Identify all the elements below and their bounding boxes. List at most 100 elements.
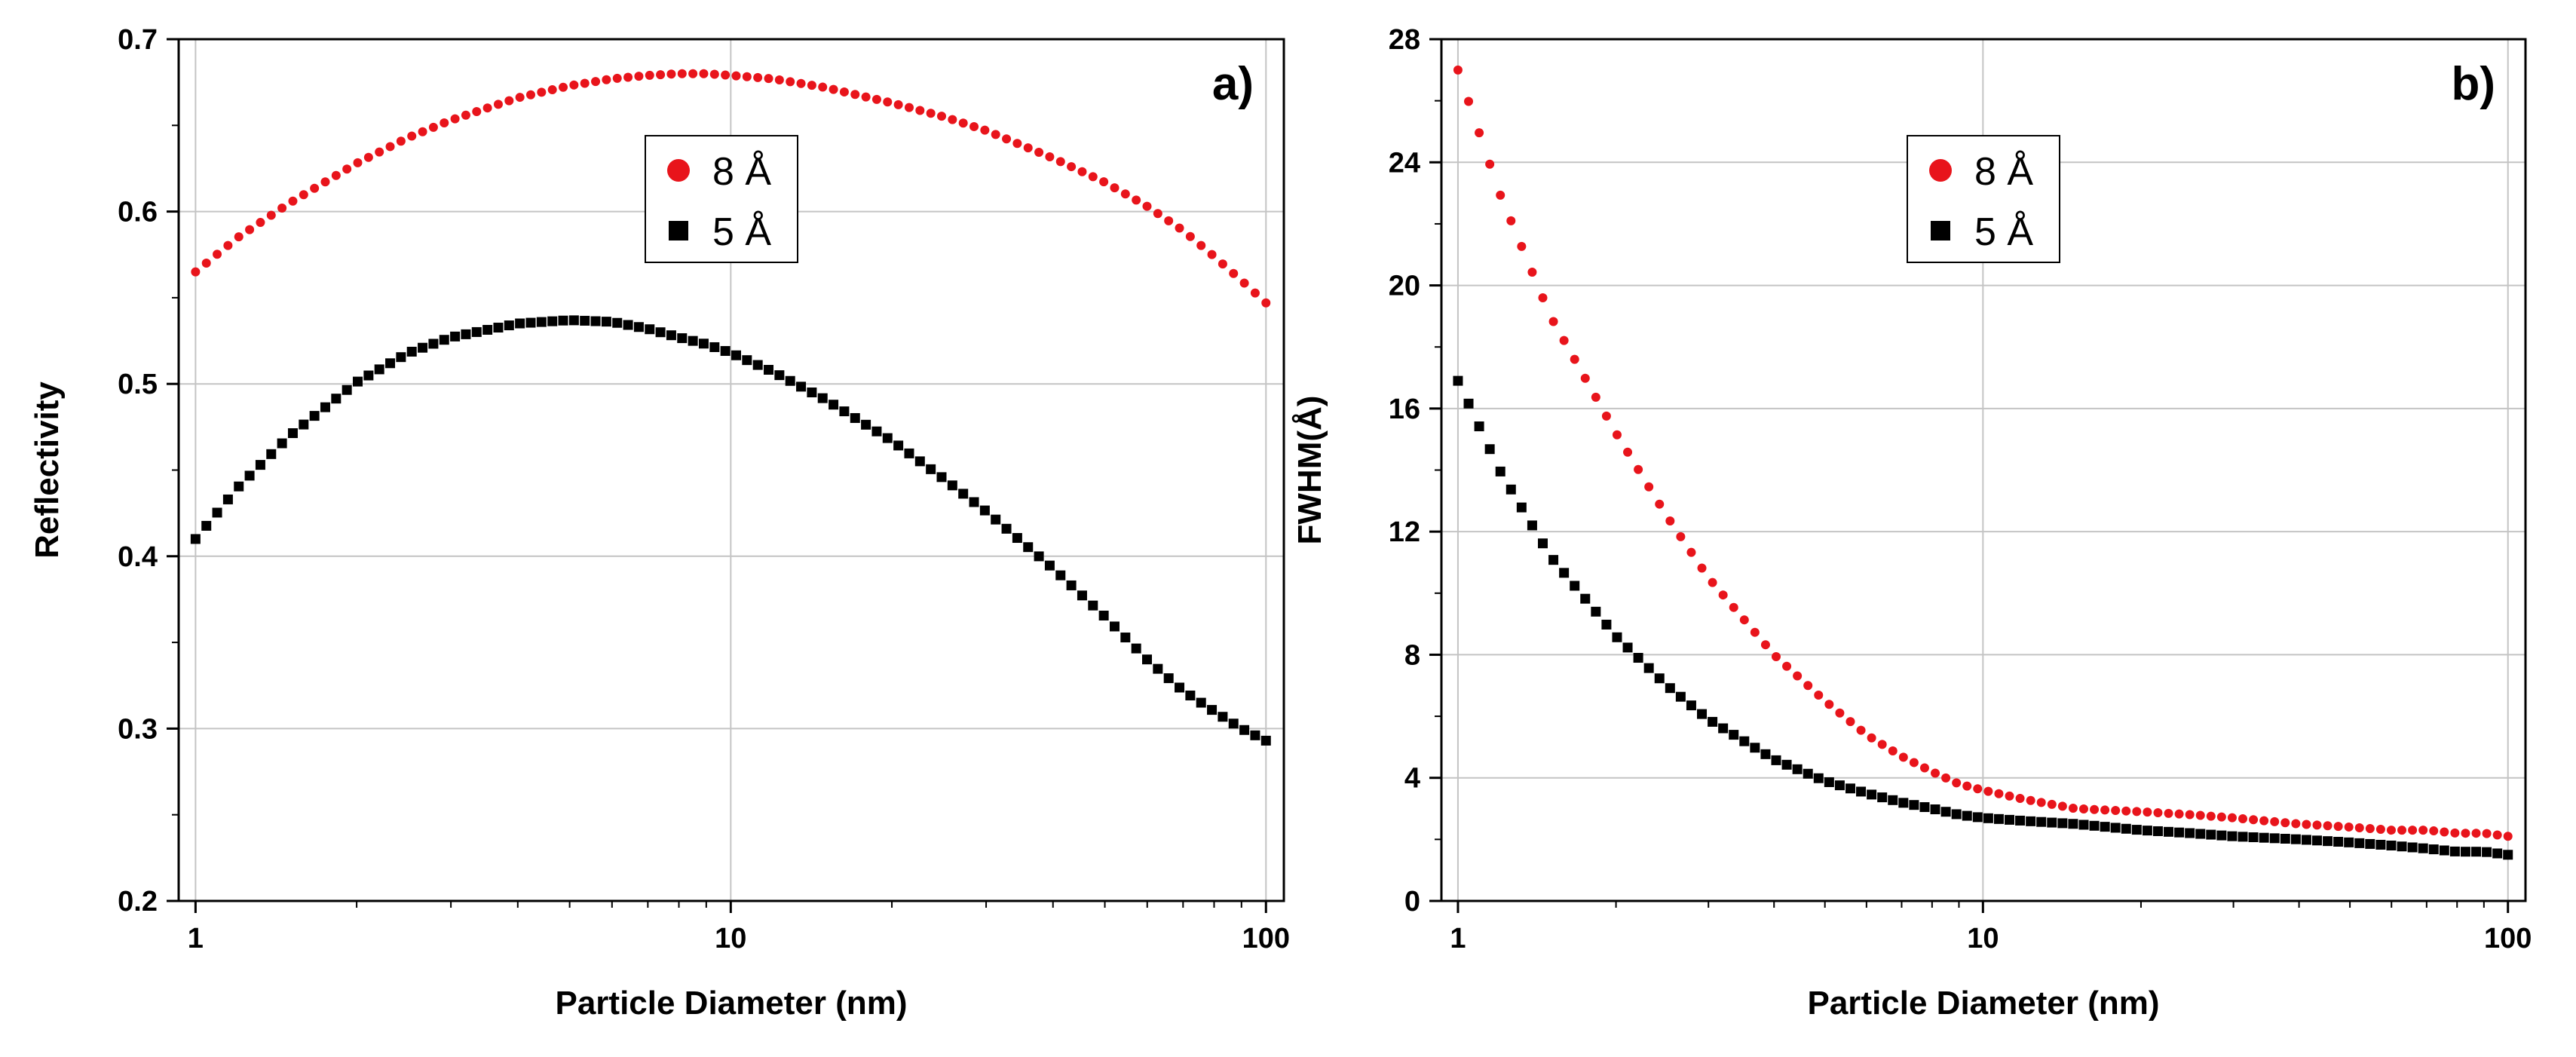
data-point (1045, 152, 1055, 161)
data-point (1548, 555, 1559, 565)
data-point (1962, 810, 1972, 821)
data-point (1824, 700, 1834, 709)
data-point (450, 331, 461, 342)
data-point (699, 69, 709, 78)
data-point (914, 456, 925, 467)
data-point (1793, 671, 1803, 681)
data-point (1506, 216, 1516, 225)
data-point (255, 460, 265, 470)
data-point (1750, 627, 1760, 637)
data-point (331, 170, 341, 180)
data-point (407, 131, 417, 141)
data-point (2131, 825, 2142, 835)
data-point (440, 118, 449, 128)
data-point (547, 316, 558, 326)
data-point (2100, 805, 2110, 815)
data-point (1686, 700, 1696, 711)
data-point (612, 317, 623, 328)
data-point (1676, 532, 1686, 541)
data-point (1729, 602, 1738, 612)
data-point (645, 70, 654, 80)
data-point (969, 497, 979, 507)
data-point (2259, 816, 2269, 826)
data-point (1824, 777, 1834, 787)
data-point (439, 335, 449, 345)
data-point (213, 250, 222, 259)
data-point (2333, 837, 2344, 847)
data-point (1994, 789, 2004, 798)
data-point (2440, 827, 2449, 837)
data-point (320, 177, 330, 187)
data-point (418, 342, 428, 353)
data-point (817, 393, 828, 403)
data-point (655, 327, 666, 338)
data-point (1077, 590, 1087, 601)
data-point (1066, 580, 1077, 590)
data-point (2100, 822, 2110, 832)
data-point (623, 320, 633, 330)
data-point (580, 315, 590, 326)
data-point (1218, 259, 1227, 269)
y-tick-label: 28 (1389, 24, 1420, 56)
data-point (1088, 600, 1098, 611)
data-point (1983, 786, 1993, 796)
data-point (1239, 278, 1249, 288)
data-point (385, 358, 396, 369)
data-point (2089, 820, 2100, 831)
data-point (1185, 690, 1196, 700)
data-point (299, 190, 308, 200)
data-point (1098, 610, 1109, 620)
data-point (2375, 825, 2385, 835)
data-point (764, 365, 774, 375)
data-point (1012, 533, 1022, 544)
data-point (786, 77, 795, 87)
data-point (201, 258, 211, 268)
data-point (396, 352, 406, 363)
data-point (590, 316, 601, 326)
x-tick-label: 100 (1242, 923, 1290, 954)
data-point (1196, 697, 1206, 708)
data-point (1962, 781, 1972, 791)
data-point (1654, 673, 1665, 684)
y-tick-label: 16 (1389, 394, 1420, 425)
data-point (2068, 819, 2078, 829)
data-point (537, 87, 547, 97)
data-point (861, 92, 871, 102)
data-point (277, 203, 287, 213)
data-point (1163, 673, 1174, 684)
data-point (1972, 812, 1983, 823)
y-tick-label: 8 (1404, 639, 1420, 671)
data-point (2164, 808, 2173, 818)
data-point (871, 426, 882, 437)
legend: 8 Å5 Å (1907, 135, 2060, 263)
data-point (1665, 516, 1675, 526)
data-point (1930, 804, 1940, 814)
data-point (796, 381, 807, 392)
data-point (871, 94, 881, 104)
y-tick-label: 0.4 (118, 541, 158, 573)
data-point (1496, 190, 1505, 200)
data-point (2354, 823, 2364, 832)
data-point (2270, 816, 2280, 826)
data-point (764, 74, 773, 84)
data-point (2047, 799, 2057, 809)
data-point (1952, 778, 1962, 788)
data-point (190, 534, 201, 544)
data-point (2365, 824, 2375, 834)
x-tick-label: 10 (715, 923, 746, 954)
data-point (1580, 593, 1591, 604)
data-point (1940, 807, 1951, 817)
data-point (1023, 143, 1033, 153)
data-point (1813, 773, 1824, 783)
data-point (2026, 816, 2036, 826)
data-point (893, 100, 903, 109)
data-point (2078, 820, 2089, 830)
data-point (2428, 844, 2439, 855)
data-point (2068, 803, 2078, 813)
data-point (266, 449, 277, 459)
data-point (1142, 201, 1152, 211)
data-point (1538, 293, 1548, 303)
data-point (1505, 484, 1516, 495)
data-point (1185, 231, 1195, 241)
